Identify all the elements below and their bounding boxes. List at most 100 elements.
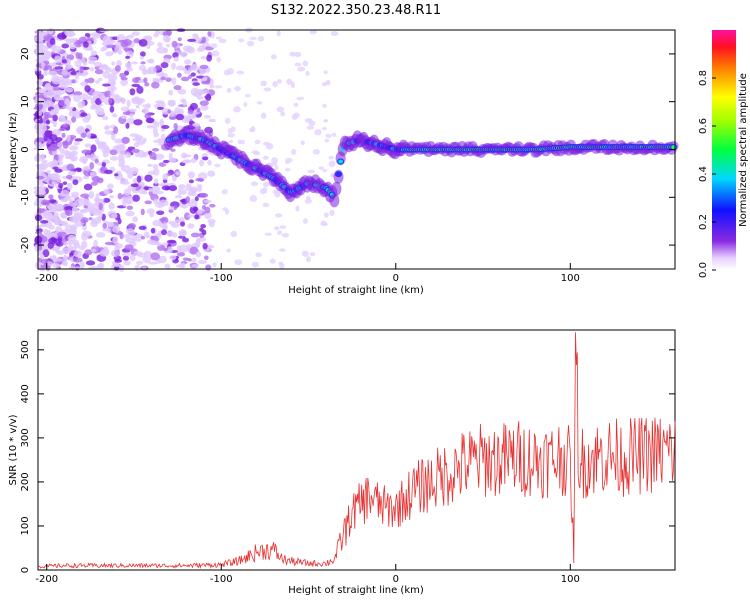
- spectrogram-cell: [127, 172, 134, 179]
- spectrogram-cell: [70, 71, 77, 76]
- spectrogram-cell: [200, 55, 206, 60]
- spectrogram-cell: [151, 81, 160, 89]
- spectrogram-cell: [65, 65, 72, 70]
- spectrogram-cell: [206, 54, 212, 62]
- spectrogram-cell: [52, 263, 61, 269]
- spectrogram-cell: [150, 252, 161, 261]
- spectrogram-cell: [36, 73, 44, 80]
- spectrogram-cell: [168, 89, 174, 96]
- spectrogram-x-label: Height of straight line (km): [288, 285, 424, 296]
- spectrogram-cell: [55, 226, 63, 233]
- spectrogram-cell: [93, 208, 99, 216]
- spectrogram-cell: [111, 132, 116, 141]
- spectrogram-cell: [293, 102, 299, 107]
- y-tick-label: 20: [20, 48, 31, 61]
- spectrogram-cell: [202, 156, 209, 161]
- spectrogram-cell: [173, 85, 182, 91]
- spectrogram-cell: [168, 185, 178, 192]
- spectrogram-cell: [236, 70, 245, 75]
- spectrogram-cell: [177, 187, 182, 196]
- spectrogram-cell: [204, 211, 212, 220]
- spectrogram-cell: [84, 249, 93, 256]
- spectrogram-cell: [72, 94, 81, 102]
- snr-frame: [37, 329, 676, 571]
- spectrogram-cell: [134, 264, 140, 271]
- spectrogram-cell: [166, 230, 176, 237]
- spectrogram-cell: [126, 66, 133, 72]
- spectrogram-cell: [64, 98, 70, 105]
- spectrogram-y-ticks: -20 -10 0 10 20: [20, 48, 675, 253]
- spectrogram-cell: [60, 189, 70, 197]
- spectrogram-cell: [94, 158, 99, 164]
- spectrogram-x-ticks: -200 -100 0 100: [35, 263, 580, 284]
- spectrogram-cell: [67, 239, 74, 246]
- spectrogram-cell: [97, 77, 103, 82]
- spectrogram-cell: [97, 144, 104, 150]
- spectrogram-cell: [132, 177, 137, 184]
- spectrogram-cell: [50, 215, 59, 223]
- spectrogram-cell: [174, 195, 183, 199]
- spectrogram-cell: [96, 263, 104, 270]
- spectrogram-cell: [304, 198, 313, 204]
- spectrogram-cell: [43, 111, 51, 116]
- spectrogram-cell: [131, 148, 140, 153]
- spectrogram-cell: [48, 237, 58, 245]
- spectrogram-cell: [175, 65, 185, 71]
- spectrogram-cell: [90, 32, 101, 37]
- colorbar-tick-label: 0.6: [698, 118, 709, 134]
- spectrogram-cell: [65, 87, 74, 93]
- spectrogram-cell: [90, 248, 97, 253]
- spectrogram-cell: [160, 76, 166, 81]
- spectrogram-cell: [196, 208, 203, 215]
- x-tick-label: -100: [210, 574, 233, 585]
- spectrogram-cell: [77, 198, 83, 202]
- spectrogram-cell: [199, 227, 204, 232]
- spectrogram-cell: [41, 159, 48, 163]
- spectrogram-cell: [61, 43, 70, 49]
- spectrogram-cell: [136, 260, 143, 265]
- spectrogram-cell: [74, 138, 83, 142]
- spectrogram-cell: [120, 106, 130, 112]
- spectrogram-cell: [318, 166, 324, 170]
- spectrogram-cell: [54, 97, 65, 101]
- spectrogram-cell: [144, 250, 152, 257]
- spectrogram-cell: [323, 119, 329, 123]
- spectrogram-cell: [39, 254, 45, 259]
- spectrogram-cell: [38, 104, 43, 110]
- spectrogram-cell: [177, 88, 187, 95]
- spectrogram-cell: [164, 186, 170, 191]
- spectrogram-cell: [61, 69, 69, 76]
- spectrogram-cell: [102, 83, 111, 87]
- spectrogram-cell: [99, 250, 109, 257]
- spectrogram-cell: [175, 219, 182, 223]
- spectrogram-cell: [205, 264, 212, 271]
- spectrogram-cell: [83, 205, 88, 209]
- spectrogram-cell: [117, 149, 126, 155]
- spectrogram-cell: [182, 237, 190, 243]
- spectrogram-cell: [190, 158, 197, 163]
- spectrogram-cell: [273, 226, 280, 231]
- spectrogram-cell: [146, 125, 156, 129]
- spectrogram-cell: [47, 85, 54, 93]
- spectrogram-cell: [102, 70, 111, 79]
- y-tick-label: 300: [20, 428, 31, 447]
- spectrogram-cell: [178, 184, 186, 190]
- spectrogram-cell: [51, 129, 62, 136]
- spectrogram-cell: [75, 127, 85, 133]
- spectrogram-y-label: Frequency (Hz): [8, 112, 19, 188]
- spectrogram-cell: [294, 51, 302, 58]
- spectrogram-cell: [262, 181, 270, 188]
- spectrogram-cell: [121, 252, 132, 257]
- spectrogram-cell: [35, 175, 45, 180]
- spectrogram-cell: [40, 235, 48, 243]
- spectrogram-cell: [120, 78, 129, 87]
- spectrogram-cell: [166, 239, 177, 244]
- spectrogram-cell: [197, 260, 207, 264]
- spectrogram-cell: [162, 173, 169, 181]
- spectrogram-cell: [81, 230, 92, 238]
- spectrogram-cell: [108, 202, 115, 210]
- spectrogram-cell: [58, 116, 67, 123]
- spectrogram-cell: [123, 260, 131, 266]
- spectrogram-cell: [51, 86, 61, 91]
